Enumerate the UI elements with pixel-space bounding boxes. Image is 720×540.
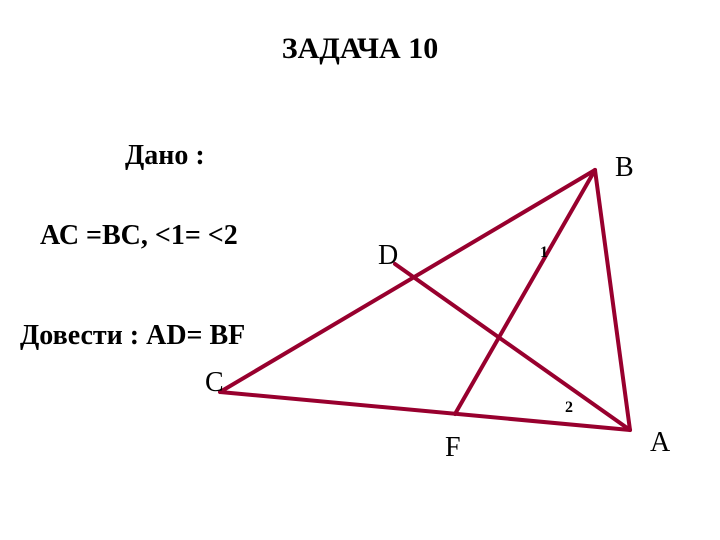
vertex-label-f: F [445, 432, 461, 464]
stage: ЗАДАЧА 10 Дано : АС =ВС, <1= <2 Довести … [0, 0, 720, 540]
vertex-label-b: B [615, 152, 634, 184]
vertex-label-d: D [378, 240, 398, 272]
vertex-label-c: C [205, 367, 224, 399]
vertex-label-a: A [650, 427, 670, 459]
geometry-diagram [0, 0, 720, 540]
angle-label-2: 2 [565, 399, 573, 417]
angle-label-1: 1 [540, 244, 548, 262]
